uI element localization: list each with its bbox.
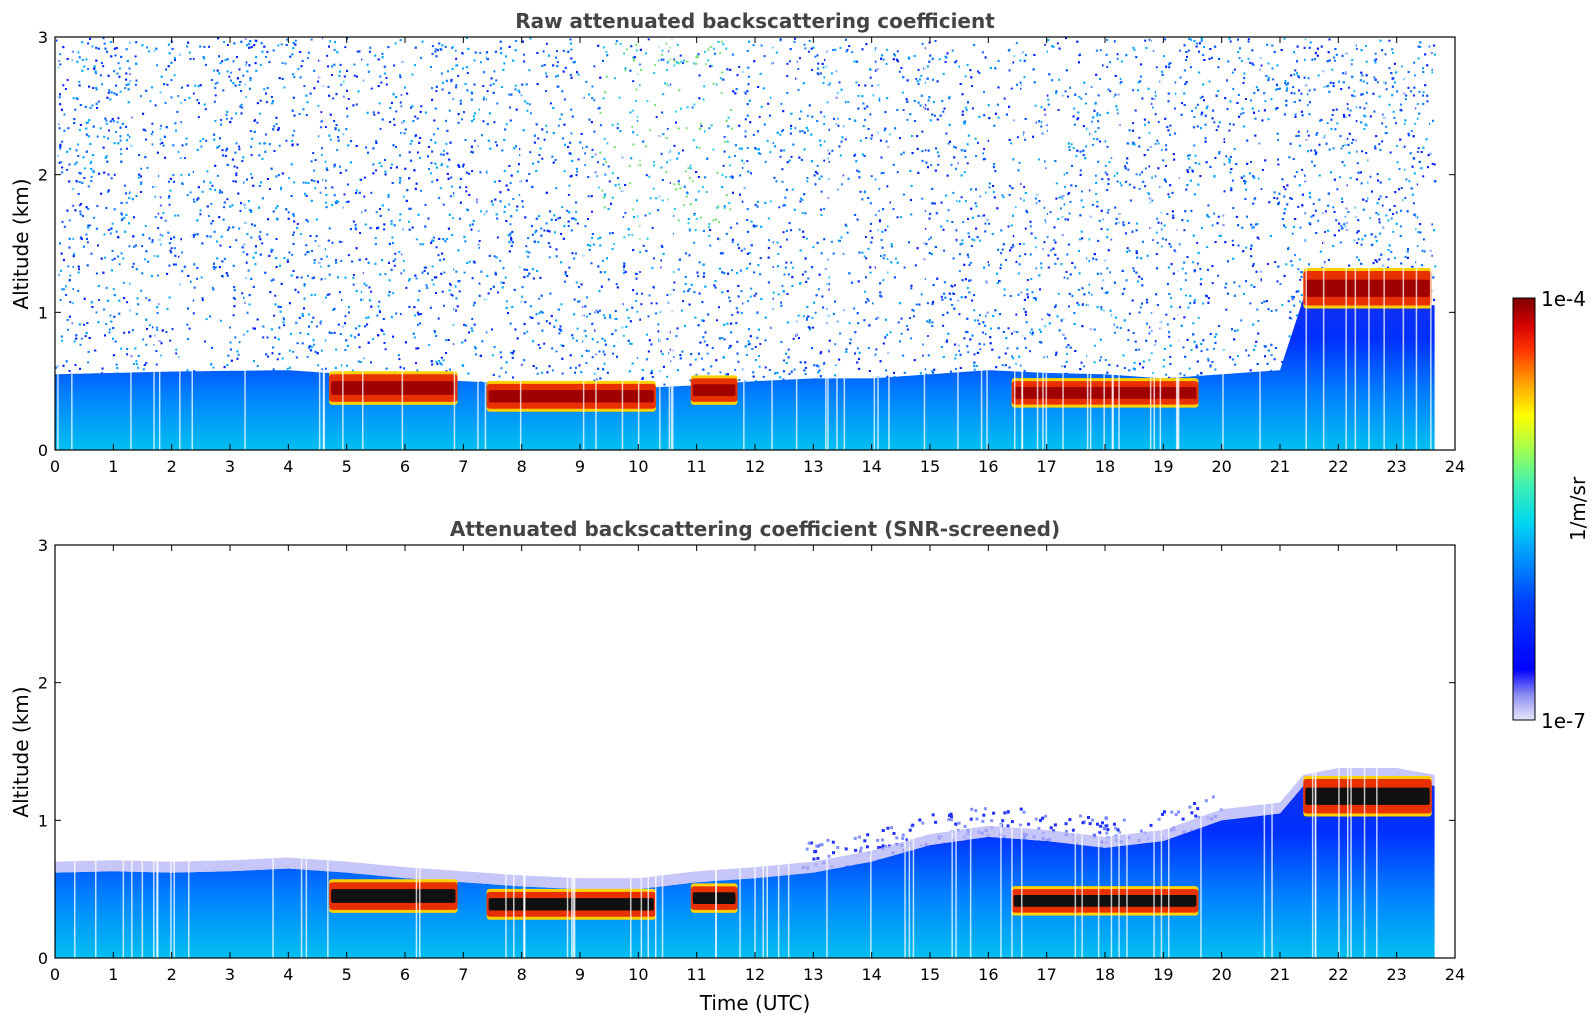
cloud-layer xyxy=(690,375,738,405)
cloud-layer xyxy=(329,879,458,913)
x-tick-label: 24 xyxy=(1445,965,1465,984)
x-tick-label: 13 xyxy=(803,457,823,476)
y-axis-label: Altitude (km) xyxy=(9,686,33,817)
x-tick-label: 21 xyxy=(1270,457,1290,476)
panel-title: Raw attenuated backscattering coefficien… xyxy=(515,9,995,33)
x-tick-label: 14 xyxy=(861,965,881,984)
y-axis: 0 1 2 3 xyxy=(38,28,1455,460)
x-tick-label: 19 xyxy=(1153,965,1173,984)
x-tick-label: 4 xyxy=(283,965,293,984)
x-tick-label: 19 xyxy=(1153,457,1173,476)
cloud-layer xyxy=(1011,886,1199,916)
x-tick-label: 11 xyxy=(686,457,706,476)
x-tick-label: 5 xyxy=(342,457,352,476)
y-tick-label: 1 xyxy=(38,303,48,322)
y-tick-label: 0 xyxy=(38,949,48,968)
x-tick-label: 9 xyxy=(575,457,585,476)
x-tick-label: 21 xyxy=(1270,965,1290,984)
cloud-layer xyxy=(1303,776,1432,817)
y-tick-label: 1 xyxy=(38,811,48,830)
y-tick-label: 2 xyxy=(38,674,48,693)
x-tick-label: 2 xyxy=(167,457,177,476)
x-tick-label: 15 xyxy=(920,457,940,476)
y-tick-label: 3 xyxy=(38,536,48,555)
x-tick-label: 23 xyxy=(1386,457,1406,476)
colorbar-max-label: 1e-4 xyxy=(1541,287,1586,311)
x-axis: 0 1 2 3 4 5 6 7 8 9 10 11 12 13 14 15 16 17 18 19 20 21 22 23 24 xyxy=(50,37,1465,476)
panel-title: Attenuated backscattering coefficient (S… xyxy=(450,517,1060,541)
x-tick-label: 2 xyxy=(167,965,177,984)
noise-speckle xyxy=(55,37,1437,389)
cloud-layer xyxy=(1011,378,1199,408)
x-tick-label: 8 xyxy=(517,457,527,476)
x-tick-label: 6 xyxy=(400,457,410,476)
x-tick-label: 24 xyxy=(1445,457,1465,476)
x-tick-label: 10 xyxy=(628,457,648,476)
y-axis: 0 1 2 3 xyxy=(38,536,1455,968)
x-tick-label: 0 xyxy=(50,965,60,984)
x-tick-label: 7 xyxy=(458,965,468,984)
x-tick-label: 12 xyxy=(745,965,765,984)
cloud-layer xyxy=(690,883,738,913)
x-tick-label: 23 xyxy=(1386,965,1406,984)
x-tick-label: 20 xyxy=(1211,965,1231,984)
cloud-layer xyxy=(329,371,458,405)
x-tick-label: 3 xyxy=(225,965,235,984)
x-axis-label: Time (UTC) xyxy=(699,991,811,1015)
x-tick-label: 10 xyxy=(628,965,648,984)
x-tick-label: 16 xyxy=(978,965,998,984)
x-tick-label: 17 xyxy=(1036,965,1056,984)
boundary-layer-backscatter xyxy=(55,291,1435,450)
cloud-layer xyxy=(1303,268,1432,309)
x-tick-label: 15 xyxy=(920,965,940,984)
y-tick-label: 3 xyxy=(38,28,48,47)
x-axis: 0 1 2 3 4 5 6 7 8 9 10 11 12 13 14 15 16 17 18 19 20 21 22 23 24 xyxy=(50,545,1465,984)
x-tick-label: 18 xyxy=(1095,457,1115,476)
x-tick-label: 17 xyxy=(1036,457,1056,476)
colorbar: 1e-4 1e-7 1/m/sr xyxy=(1512,287,1590,733)
cloud-layer xyxy=(486,380,656,412)
x-tick-label: 16 xyxy=(978,457,998,476)
colorbar-unit-label: 1/m/sr xyxy=(1566,476,1590,541)
x-tick-label: 5 xyxy=(342,965,352,984)
x-tick-label: 11 xyxy=(686,965,706,984)
x-tick-label: 22 xyxy=(1328,457,1348,476)
x-tick-label: 7 xyxy=(458,457,468,476)
y-tick-label: 0 xyxy=(38,441,48,460)
x-tick-label: 4 xyxy=(283,457,293,476)
x-tick-label: 1 xyxy=(108,457,118,476)
x-tick-label: 20 xyxy=(1211,457,1231,476)
x-tick-label: 14 xyxy=(861,457,881,476)
x-tick-label: 0 xyxy=(50,457,60,476)
x-tick-label: 9 xyxy=(575,965,585,984)
y-tick-label: 2 xyxy=(38,166,48,185)
x-tick-label: 22 xyxy=(1328,965,1348,984)
x-tick-label: 13 xyxy=(803,965,823,984)
x-tick-label: 18 xyxy=(1095,965,1115,984)
snr-screened-panel: Attenuated backscattering coefficient (S… xyxy=(9,517,1465,1015)
heatmap-area xyxy=(55,765,1435,958)
colorbar-min-label: 1e-7 xyxy=(1541,709,1586,733)
x-tick-label: 3 xyxy=(225,457,235,476)
y-axis-label: Altitude (km) xyxy=(9,178,33,309)
heatmap-area xyxy=(55,37,1437,450)
data-dropouts xyxy=(57,37,1432,450)
x-tick-label: 1 xyxy=(108,965,118,984)
x-tick-label: 8 xyxy=(517,965,527,984)
data-dropouts xyxy=(74,765,1378,958)
colorbar-gradient xyxy=(1512,297,1536,721)
raw-backscatter-panel: Raw attenuated backscattering coefficien… xyxy=(9,9,1465,476)
x-tick-label: 6 xyxy=(400,965,410,984)
x-tick-label: 12 xyxy=(745,457,765,476)
